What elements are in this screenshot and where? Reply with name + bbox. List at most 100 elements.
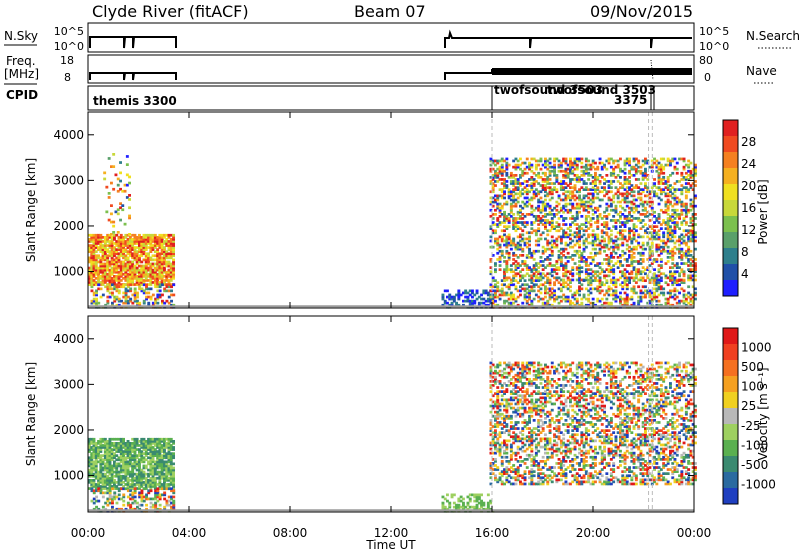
heatmap-cell bbox=[687, 210, 691, 214]
heatmap-cell bbox=[122, 244, 125, 247]
heatmap-cell bbox=[673, 251, 677, 255]
heatmap-cell bbox=[691, 301, 695, 305]
heatmap-cell bbox=[607, 198, 611, 202]
heatmap-cell bbox=[680, 249, 684, 253]
heatmap-cell bbox=[158, 483, 162, 486]
heatmap-cell bbox=[566, 208, 570, 212]
heatmap-cell bbox=[591, 186, 595, 189]
heatmap-cell bbox=[662, 239, 666, 243]
heatmap-cell bbox=[639, 169, 643, 173]
heatmap-cell bbox=[138, 450, 141, 453]
heatmap-cell bbox=[691, 182, 695, 185]
heatmap-cell bbox=[669, 293, 672, 297]
heatmap-cell bbox=[103, 462, 107, 466]
heatmap-cell bbox=[669, 270, 672, 274]
heatmap-cell bbox=[619, 204, 622, 208]
heatmap-cell bbox=[689, 237, 693, 241]
heatmap-cell bbox=[156, 487, 160, 491]
heatmap-cell bbox=[122, 295, 126, 299]
heatmap-cell bbox=[648, 192, 652, 196]
heatmap-cell bbox=[646, 235, 650, 239]
heatmap-cell bbox=[544, 184, 547, 187]
heatmap-cell bbox=[512, 176, 516, 179]
heatmap-cell bbox=[158, 272, 162, 276]
heatmap-cell bbox=[110, 466, 114, 470]
heatmap-cell bbox=[555, 221, 559, 224]
heatmap-cell bbox=[616, 237, 620, 241]
heatmap-cell bbox=[637, 178, 641, 181]
heatmap-cell bbox=[607, 270, 611, 274]
heatmap-cell bbox=[669, 229, 672, 233]
heatmap-cell bbox=[634, 206, 638, 210]
heatmap-cell bbox=[136, 501, 139, 505]
heatmap-cell bbox=[165, 270, 169, 274]
heatmap-cell bbox=[135, 256, 139, 260]
heatmap-cell bbox=[117, 299, 121, 303]
heatmap-cell bbox=[126, 472, 130, 476]
heatmap-cell bbox=[516, 196, 520, 200]
heatmap-cell bbox=[494, 180, 497, 183]
heatmap-cell bbox=[659, 180, 663, 183]
heatmap-cell bbox=[587, 163, 591, 167]
heatmap-cell bbox=[534, 217, 538, 220]
heatmap-cell bbox=[623, 200, 627, 204]
heatmap-cell bbox=[516, 303, 520, 307]
heatmap-cell bbox=[156, 279, 160, 282]
heatmap-cell bbox=[630, 188, 634, 191]
heatmap-cell bbox=[621, 194, 625, 198]
heatmap-cell bbox=[509, 180, 513, 183]
heatmap-cell bbox=[167, 240, 171, 243]
heatmap-cell bbox=[641, 188, 645, 191]
heatmap-cell bbox=[507, 194, 511, 198]
heatmap-cell bbox=[106, 279, 110, 282]
heatmap-cell bbox=[140, 489, 144, 493]
heatmap-cell bbox=[650, 227, 654, 230]
heatmap-cell bbox=[564, 262, 568, 265]
heatmap-cell bbox=[505, 235, 509, 239]
heatmap-cell bbox=[548, 272, 552, 276]
heatmap-cell bbox=[136, 295, 139, 299]
heatmap-cell bbox=[578, 266, 581, 269]
heatmap-cell bbox=[671, 196, 675, 200]
heatmap-cell bbox=[562, 198, 566, 202]
heatmap-cell bbox=[550, 274, 554, 278]
heatmap-cell bbox=[612, 219, 616, 222]
heatmap-cell bbox=[616, 200, 620, 204]
heatmap-cell bbox=[605, 215, 609, 218]
heatmap-cell bbox=[142, 252, 146, 256]
heatmap-cell bbox=[133, 450, 137, 453]
heatmap-cell bbox=[149, 264, 153, 268]
heatmap-cell bbox=[525, 264, 529, 267]
heatmap-cell bbox=[142, 481, 146, 484]
heatmap-cell bbox=[505, 161, 509, 165]
heatmap-cell bbox=[666, 223, 670, 226]
heatmap-cell bbox=[655, 194, 659, 198]
heatmap-cell bbox=[584, 188, 588, 191]
heatmap-cell bbox=[500, 190, 504, 194]
heatmap-cell bbox=[167, 440, 171, 443]
heatmap-cell bbox=[117, 448, 121, 451]
heatmap-cell bbox=[632, 225, 636, 228]
heatmap-cell bbox=[559, 278, 563, 282]
heatmap-cell bbox=[575, 210, 579, 214]
heatmap-cell bbox=[503, 233, 506, 237]
heatmap-cell bbox=[94, 468, 98, 472]
heatmap-cell bbox=[671, 235, 675, 239]
heatmap-cell bbox=[153, 462, 157, 466]
heatmap-cell bbox=[612, 268, 616, 271]
heatmap-cell bbox=[539, 291, 543, 295]
heatmap-cell bbox=[106, 446, 110, 449]
heatmap-cell bbox=[682, 262, 686, 265]
heatmap-cell bbox=[115, 258, 119, 262]
heatmap-cell bbox=[680, 223, 684, 226]
heatmap-cell bbox=[657, 270, 661, 274]
heatmap-cell bbox=[147, 240, 150, 243]
heatmap-cell bbox=[544, 180, 547, 183]
heatmap-cell bbox=[138, 303, 142, 307]
heatmap-cell bbox=[555, 245, 559, 249]
heatmap-cell bbox=[163, 236, 166, 239]
heatmap-cell bbox=[594, 237, 597, 241]
heatmap-cell bbox=[621, 274, 625, 278]
heatmap-cell bbox=[165, 501, 169, 505]
heatmap-cell bbox=[140, 446, 144, 449]
